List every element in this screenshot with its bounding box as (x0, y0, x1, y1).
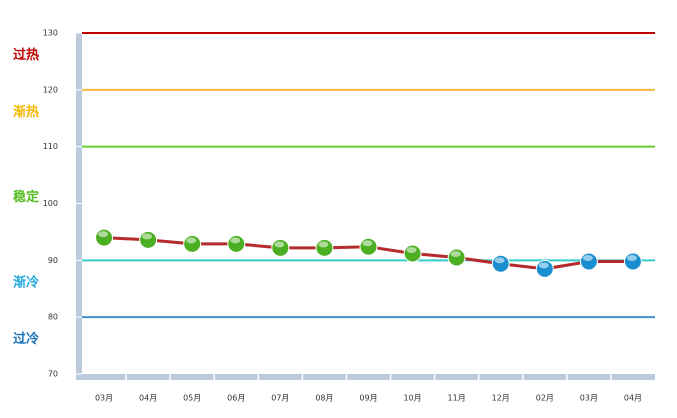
point-highlight (318, 241, 329, 248)
x-tick-label: 07月 (271, 394, 289, 403)
point-highlight (142, 233, 153, 240)
y-tick-label: 130 (43, 29, 58, 38)
point-highlight (274, 241, 285, 248)
point-highlight (362, 240, 373, 247)
x-tick-label: 06月 (227, 394, 245, 403)
y-axis-bar (76, 33, 82, 380)
x-tick-label: 11月 (448, 394, 466, 403)
point-highlight (494, 257, 505, 264)
point-highlight (186, 237, 197, 244)
y-tick-label: 100 (43, 199, 58, 208)
zone-label: 过冷 (13, 331, 39, 347)
x-tick-label: 03月 (580, 394, 598, 403)
x-axis-bar (76, 374, 655, 380)
y-tick-label: 80 (48, 313, 58, 322)
x-tick-label: 04月 (139, 394, 157, 403)
y-tick-label: 120 (43, 85, 58, 94)
x-tick-label: 04月 (624, 394, 642, 403)
x-tick-label: 02月 (536, 394, 554, 403)
point-highlight (538, 262, 549, 269)
zone-label: 渐冷 (13, 274, 39, 290)
y-tick-label: 70 (48, 370, 58, 379)
y-tick-label: 90 (48, 256, 58, 265)
y-tick-label: 110 (43, 142, 58, 151)
x-tick-label: 10月 (403, 394, 421, 403)
zone-label: 过热 (13, 47, 39, 63)
x-tick-label: 12月 (492, 394, 510, 403)
point-highlight (406, 247, 417, 254)
zone-label: 稳定 (13, 189, 39, 205)
x-tick-label: 09月 (359, 394, 377, 403)
point-highlight (450, 250, 461, 257)
point-highlight (230, 237, 241, 244)
x-tick-label: 05月 (183, 394, 201, 403)
x-tick-label: 08月 (315, 394, 333, 403)
point-highlight (582, 254, 593, 261)
zone-label: 渐热 (13, 104, 39, 120)
point-highlight (626, 254, 637, 261)
x-tick-label: 03月 (95, 394, 113, 403)
point-highlight (98, 231, 109, 238)
